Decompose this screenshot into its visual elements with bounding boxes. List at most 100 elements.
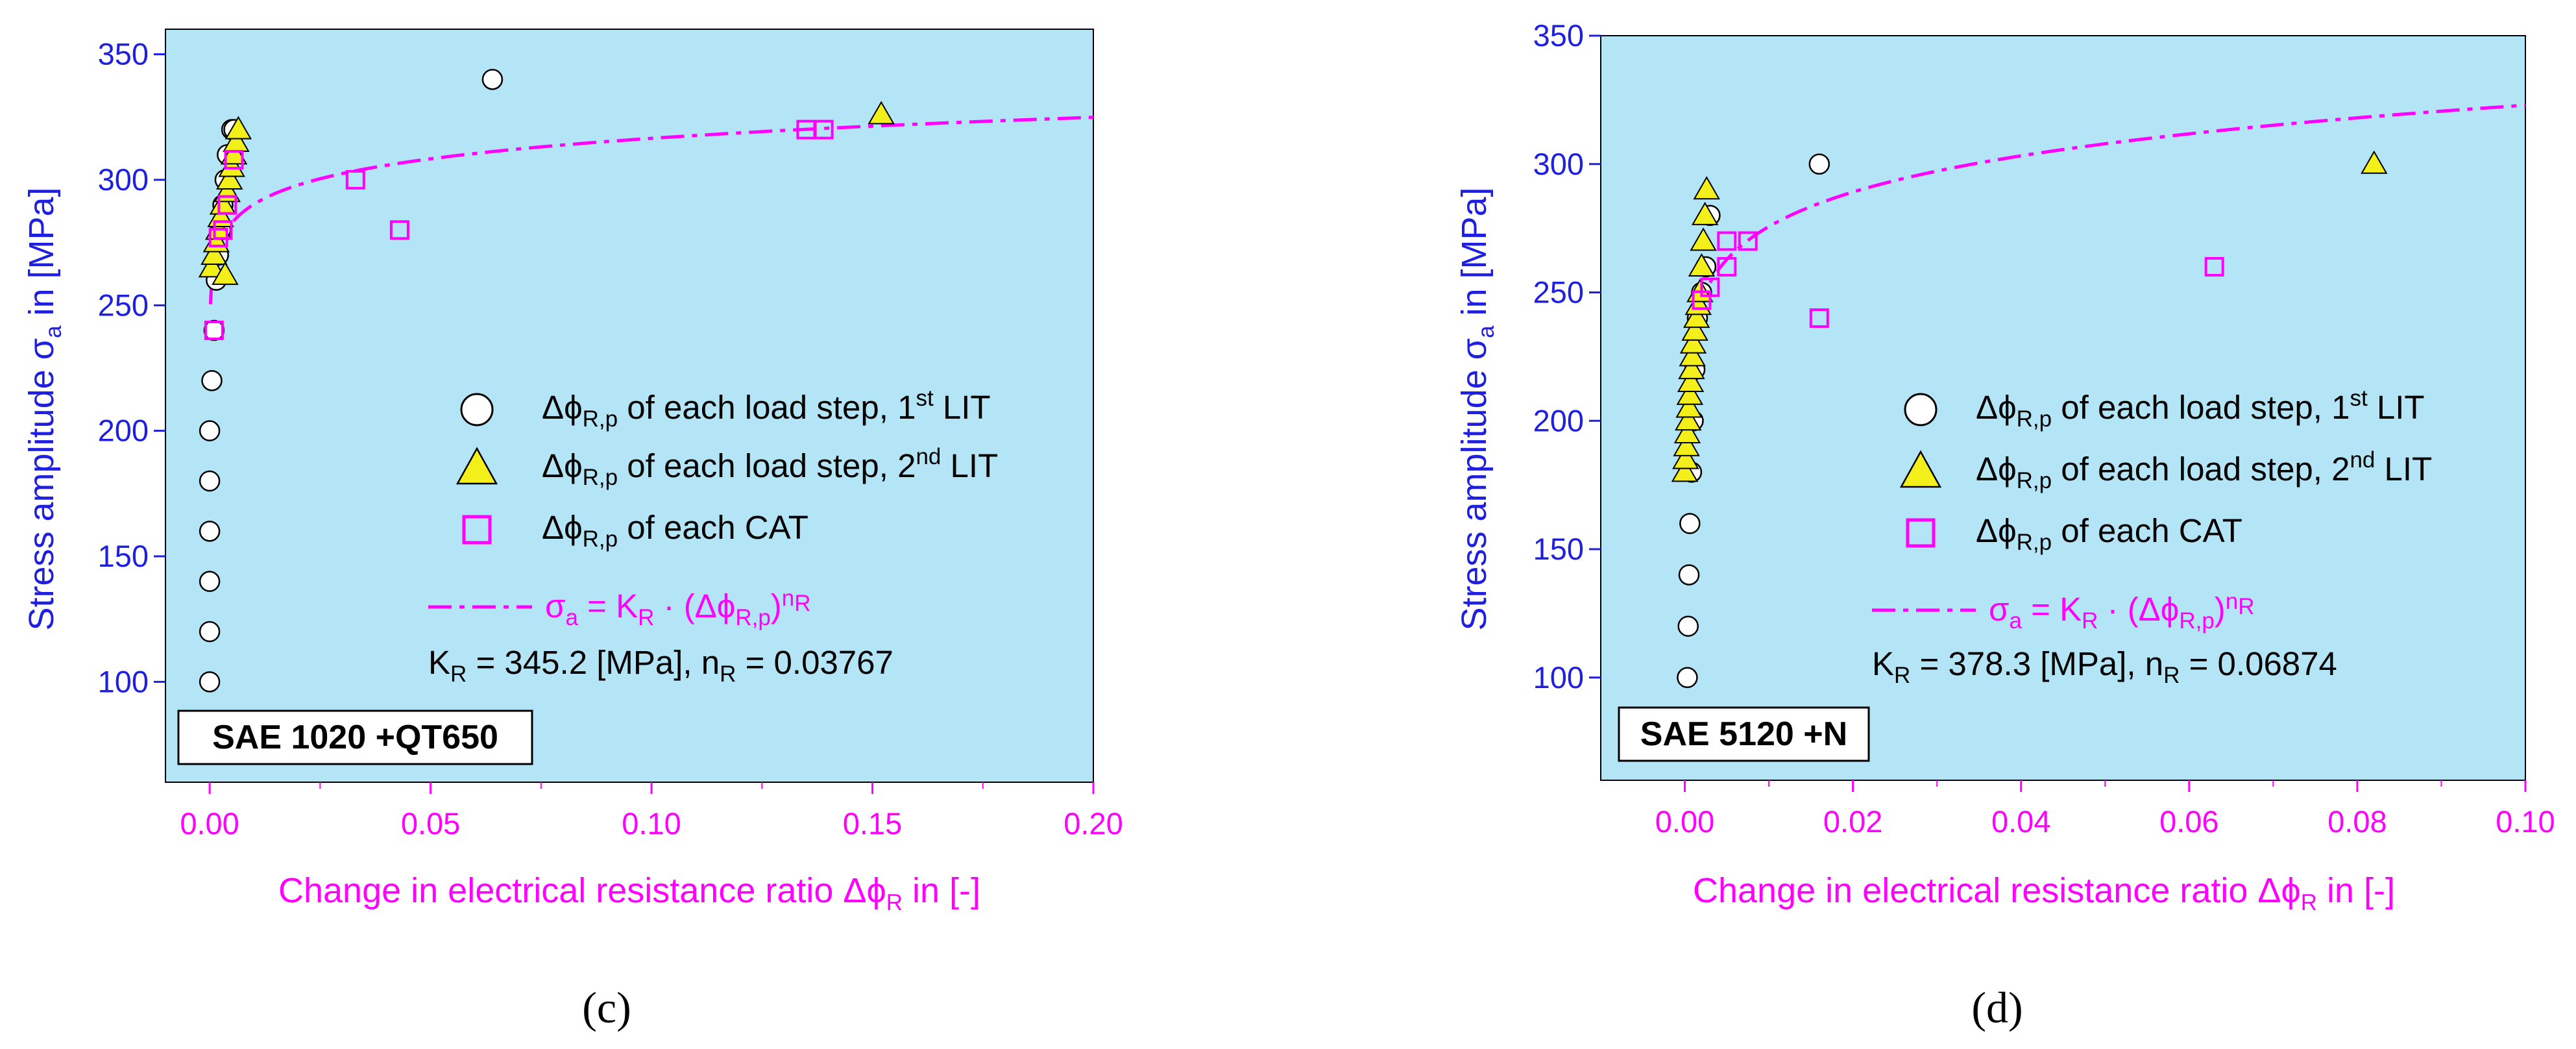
circle-point [199,621,221,643]
legend-sup: nd [916,444,941,469]
fit-n-value: = 0.03767 [736,644,893,681]
legend-label: ΔϕR,p of each load step, 1st LIT [1976,386,2425,432]
square-point [1717,231,1737,251]
legend-triangle-marker [456,447,498,485]
y-tick-label: 200 [1533,403,1584,438]
y-tick-label: 350 [98,37,149,71]
x-tick-label: 0.04 [1991,804,2050,839]
chart-panel-c: 100 150 200 250 300 350 0.00 0.05 0.10 0.15 0.20 Δ… [22,29,1123,1032]
legend-sub: R [2238,594,2254,619]
legend-text: of each load step, 2 [2052,450,2350,487]
legend-circle-marker [460,393,494,426]
legend-sup: n [782,586,794,611]
triangle-point [1672,445,1699,469]
triangle-point [1691,201,1719,225]
y-tick-label: 250 [1533,275,1584,310]
y-axis-label-d: Stress amplitude σa in [MPa] [1455,187,1499,630]
legend-sub: R,p [2179,608,2214,634]
square-point [1809,308,1829,328]
fit-sub: R [720,661,736,687]
panel-label-d: (d) [1971,983,2023,1032]
legend-label: ΔϕR,p of each load step, 2nd LIT [542,444,998,490]
legend-text: LIT [2375,450,2432,487]
material-box [1618,706,1870,762]
x-tick-label: 0.10 [2496,804,2555,839]
legend-sub: R,p [583,406,618,432]
square-point [224,150,244,170]
circle-point [199,571,221,592]
triangle-point [1673,432,1700,456]
fit-sub: R [1894,663,1910,688]
legend-sup: nd [2350,447,2375,473]
legend-text: Δϕ [542,389,583,426]
fit-k-value: = 345.2 [MPa], n [467,644,720,681]
legend-sub: a [2009,608,2022,634]
triangle-point [1671,458,1699,482]
triangle-point [1678,356,1705,380]
legend-text: Δϕ [1976,450,2017,487]
circle-point [199,521,221,542]
legend-fit-label: σa = KR · (ΔϕR,p)nR [545,586,811,630]
fit-parameters: KR = 345.2 [MPa], nR = 0.03767 [428,644,893,687]
circle-point [1677,615,1699,637]
fit-k: K [428,644,450,681]
legend-sub: R [638,605,654,630]
square-point [345,170,365,190]
square-point [2204,256,2224,277]
y-tick-label: 150 [1533,532,1584,566]
circle-point [199,470,221,492]
legend-sub: R,p [2017,530,2052,555]
x-tick-label: 0.08 [2327,804,2387,839]
material-label: SAE 1020 +QT650 [212,719,498,756]
circle-point [1678,564,1700,586]
legend-text: ) [771,587,782,624]
fit-parameters: KR = 378.3 [MPa], nR = 0.06874 [1872,645,2337,688]
y-tick-label: 250 [98,288,149,322]
legend-text: = K [578,587,638,624]
legend-circle-marker [1904,393,1938,426]
legend-label: ΔϕR,p of each load step, 2nd LIT [1976,447,2432,493]
legend-sub: R,p [2017,406,2052,432]
triangle-point [1688,253,1716,277]
square-point [389,220,409,240]
legend-text: LIT [2368,389,2425,426]
legend-label: ΔϕR,p of each CAT [542,509,808,552]
fit-sub: R [450,661,467,687]
fit-sub: R [2163,663,2180,688]
legend-sup: st [2350,386,2368,411]
legend-sub: R [794,591,810,616]
square-point [213,220,233,240]
circle-point [481,69,504,90]
circle-point [203,319,225,341]
chart-panel-d: 100 150 200 250 300 350 0.00 0.02 0.04 0.06 0.08 0.… [1455,18,2555,1032]
x-tick-label: 0.05 [401,806,460,841]
material-box [177,710,533,765]
square-point [1738,231,1758,251]
x-tick-label: 0.20 [1063,806,1123,841]
circle-point [1808,153,1830,175]
circle-point [199,671,221,693]
square-point [204,321,224,340]
triangle-point [1690,227,1717,251]
y-tick-label: 100 [1533,660,1584,695]
triangle-point [1676,381,1704,405]
y-tick-label: 200 [98,413,149,448]
panel-label-c: (c) [582,983,631,1032]
x-tick-label: 0.06 [2159,804,2218,839]
legend-sub: R,p [735,605,770,630]
legend-text: LIT [941,447,998,484]
square-point [814,119,834,140]
fit-k: K [1872,645,1894,682]
x-tick-label: 0.00 [180,806,239,841]
legend-text: of each load step, 1 [2052,389,2350,426]
legend-sub: R,p [583,526,618,552]
triangle-point [212,261,239,285]
legend-text: Δϕ [542,509,583,546]
legend-text: = K [2022,591,2082,628]
x-tick-label: 0.00 [1655,804,1714,839]
legend-sub: R [2082,608,2098,634]
triangle-point [225,116,252,140]
